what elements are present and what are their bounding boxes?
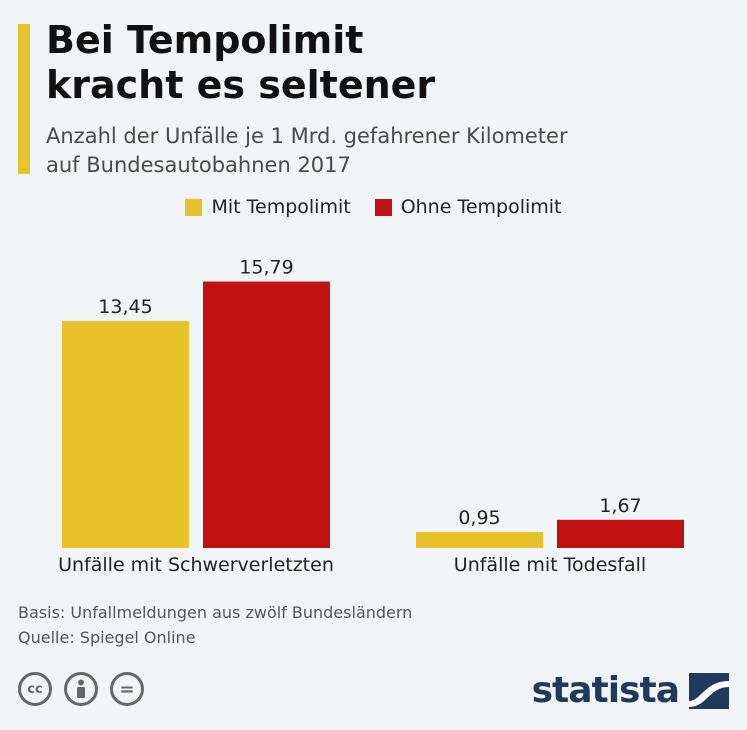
- data-label-ohne-2: 1,67: [599, 495, 641, 517]
- subtitle-line-1: Anzahl der Unfälle je 1 Mrd. gefahrener …: [46, 124, 568, 148]
- person-icon: [77, 679, 85, 698]
- bar-mit-2: [416, 531, 543, 548]
- accent-bar: [18, 24, 30, 174]
- legend-swatch-mit: [185, 198, 203, 216]
- data-label-mit-2: 0,95: [458, 507, 500, 529]
- footer-quelle: Quelle: Spiegel Online: [18, 628, 196, 647]
- noderivs-icon[interactable]: =: [110, 672, 144, 706]
- attribution-icon[interactable]: [64, 672, 98, 706]
- logo-text: statista: [531, 670, 680, 711]
- footer-basis: Basis: Unfallmeldungen aus zwölf Bundesl…: [18, 603, 413, 622]
- title-line-2: kracht es seltener: [46, 63, 436, 107]
- nd-icon-text: =: [119, 678, 135, 700]
- title-line-1: Bei Tempolimit: [46, 18, 364, 62]
- statista-logo[interactable]: statista: [532, 670, 729, 711]
- cc-icon[interactable]: cc: [18, 672, 52, 706]
- bar-chart: 13,45 15,79 Unfälle mit Schwerverletzten 0,…: [58, 257, 684, 576]
- legend-item-ohne: Ohne Tempolimit: [374, 196, 562, 218]
- legend: Mit Tempolimit Ohne Tempolimit: [0, 196, 747, 218]
- bar-ohne-2: [557, 519, 684, 548]
- chart-title: Bei Tempolimit kracht es seltener: [46, 18, 726, 108]
- data-label-mit-1: 13,45: [98, 296, 152, 318]
- footer: Basis: Unfallmeldungen aus zwölf Bundesl…: [18, 600, 412, 650]
- subtitle-line-2: auf Bundesautobahnen 2017: [46, 153, 351, 177]
- category-label-2: Unfälle mit Todesfall: [454, 554, 646, 576]
- legend-label-ohne: Ohne Tempolimit: [400, 196, 562, 218]
- bar-mit-1: [62, 321, 189, 548]
- license-icons: cc =: [18, 672, 144, 706]
- chart-subtitle: Anzahl der Unfälle je 1 Mrd. gefahrener …: [46, 122, 726, 180]
- legend-label-mit: Mit Tempolimit: [211, 196, 351, 218]
- legend-swatch-ohne: [374, 198, 392, 216]
- bar-ohne-1: [203, 281, 330, 548]
- legend-item-mit: Mit Tempolimit: [185, 196, 351, 218]
- cc-icon-text: cc: [27, 681, 43, 697]
- category-label-1: Unfälle mit Schwerverletzten: [58, 554, 334, 576]
- statista-logo-icon: [689, 672, 729, 709]
- data-label-ohne-1: 15,79: [239, 257, 293, 279]
